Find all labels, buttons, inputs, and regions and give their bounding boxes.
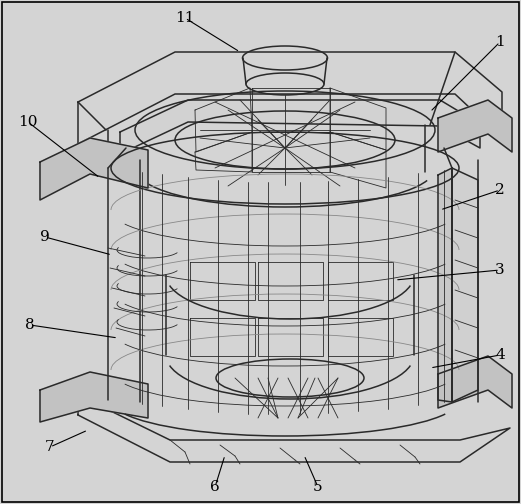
Text: 5: 5 [313,480,323,494]
Polygon shape [328,262,393,300]
Text: 7: 7 [45,440,55,454]
Text: 2: 2 [495,183,505,197]
Polygon shape [195,88,252,152]
Polygon shape [190,318,255,356]
Polygon shape [78,52,502,144]
Polygon shape [258,262,323,300]
Polygon shape [452,168,478,402]
Polygon shape [438,356,512,408]
Polygon shape [328,318,393,356]
Polygon shape [252,132,330,172]
Polygon shape [330,88,386,150]
Polygon shape [438,100,512,152]
Polygon shape [78,395,510,462]
Text: 9: 9 [40,230,50,244]
Text: 10: 10 [18,115,38,129]
Polygon shape [258,318,323,356]
Text: 1: 1 [495,35,505,49]
Text: 11: 11 [175,11,195,25]
Polygon shape [120,100,480,154]
Polygon shape [252,88,330,132]
Polygon shape [190,262,255,300]
Polygon shape [40,372,148,422]
Text: 8: 8 [25,318,35,332]
Text: 3: 3 [495,263,505,277]
Polygon shape [55,415,510,484]
Text: 6: 6 [210,480,220,494]
Polygon shape [438,168,452,402]
Polygon shape [195,132,252,172]
Polygon shape [330,132,386,188]
Polygon shape [40,138,148,200]
Text: 4: 4 [495,348,505,362]
